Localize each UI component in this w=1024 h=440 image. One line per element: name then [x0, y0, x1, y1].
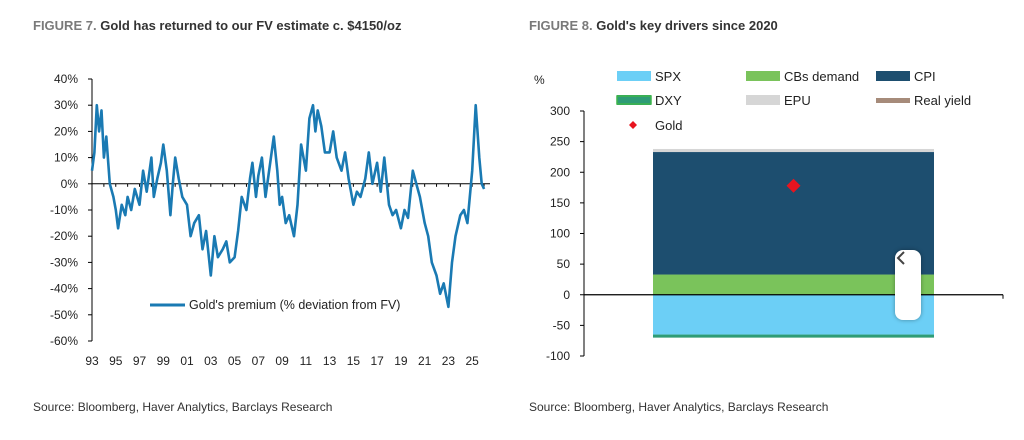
- figure-7-source: Source: Bloomberg, Haver Analytics, Barc…: [33, 400, 333, 414]
- figure-7-title: FIGURE 7. Gold has returned to our FV es…: [33, 18, 401, 33]
- y-axis-unit-label: %: [534, 73, 545, 87]
- x-tick-label: 11: [300, 354, 313, 368]
- gold-premium-line-chart: 40% 30% 20% 10% 0% -10% -20% -30% -40% -50% -60% 93…: [50, 72, 490, 368]
- x-tick-label: 21: [418, 354, 432, 368]
- x-tick-label: 09: [275, 354, 289, 368]
- legend-swatch-spx: [617, 71, 651, 81]
- y-tick-label: 40%: [54, 72, 78, 86]
- figure-8-number: FIGURE 8.: [529, 18, 593, 33]
- bar-segment-dxy: [653, 334, 934, 338]
- y-tick-label: 100: [550, 227, 570, 241]
- bar-segment-spx: [653, 294, 934, 335]
- y-tick-label: 300: [550, 104, 570, 118]
- x-tick-label: 97: [133, 354, 147, 368]
- y-tick-label: 150: [550, 196, 570, 210]
- y-tick-label: -30%: [50, 255, 78, 269]
- legend-label-cbs-demand: CBs demand: [784, 69, 859, 84]
- legend-swatch-real-yield: [876, 98, 910, 103]
- gold-marker: [786, 178, 801, 193]
- x-tick-label: 03: [204, 354, 218, 368]
- x-tick-label: 01: [180, 354, 194, 368]
- figure-7-number: FIGURE 7.: [33, 18, 97, 33]
- y-tick-label: -40%: [50, 282, 78, 296]
- y-tick-label: 0: [563, 288, 570, 302]
- y-tick-label: -50: [553, 318, 571, 332]
- x-tick-label: 17: [370, 354, 384, 368]
- legend-label-gold-premium: Gold's premium (% deviation from FV): [189, 298, 400, 312]
- y-tick-label: 20%: [54, 124, 78, 138]
- gold-drivers-bar-chart: % 300 250 200 150 100 50 0 -50 -100 SPX CBs demand C…: [534, 69, 1004, 363]
- x-tick-label: 13: [323, 354, 337, 368]
- x-tick-label: 93: [85, 354, 99, 368]
- x-tick-label: 95: [109, 354, 123, 368]
- legend-label-gold: Gold: [655, 118, 682, 133]
- y-tick-label: -60%: [50, 334, 78, 348]
- figure-8-source: Source: Bloomberg, Haver Analytics, Barc…: [529, 400, 829, 414]
- figure-7-title-text: Gold has returned to our FV estimate c. …: [100, 18, 402, 33]
- legend-swatch-cbs-demand: [746, 71, 780, 81]
- x-tick-label: 23: [442, 354, 456, 368]
- chevron-left-icon: [896, 251, 905, 265]
- x-tick-label: 25: [465, 354, 479, 368]
- x-tick-label: 19: [394, 354, 408, 368]
- x-tick-label: 15: [347, 354, 361, 368]
- legend-label-real-yield: Real yield: [914, 93, 971, 108]
- x-tick-label: 99: [157, 354, 171, 368]
- legend-swatch-dxy-border: [616, 95, 652, 105]
- legend-swatch-cpi: [876, 71, 910, 81]
- figure-8-title: FIGURE 8. Gold's key drivers since 2020: [529, 18, 778, 33]
- bar-segment-cbs-demand: [653, 274, 934, 295]
- legend-swatch-gold: [629, 121, 637, 129]
- y-tick-label: 200: [550, 165, 570, 179]
- y-tick-label: -100: [546, 349, 570, 363]
- legend-label-dxy: DXY: [655, 93, 682, 108]
- y-tick-label: -20%: [50, 229, 78, 243]
- legend-label-epu: EPU: [784, 93, 811, 108]
- y-tick-label: 10%: [54, 151, 78, 165]
- y-tick-label: 250: [550, 135, 570, 149]
- legend-label-spx: SPX: [655, 69, 681, 84]
- series-line-gold-premium: [90, 103, 486, 309]
- legend-swatch-epu: [746, 95, 780, 105]
- y-tick-label: 50: [557, 257, 571, 271]
- x-tick-label: 07: [252, 354, 266, 368]
- bar-segment-epu: [653, 148, 934, 153]
- bar-segment-cpi: [653, 152, 934, 275]
- y-tick-label: -10%: [50, 203, 78, 217]
- y-tick-label: -50%: [50, 308, 78, 322]
- x-tick-label: 05: [228, 354, 242, 368]
- legend-label-cpi: CPI: [914, 69, 936, 84]
- figure-8-title-text: Gold's key drivers since 2020: [596, 18, 778, 33]
- y-tick-label: 0%: [61, 177, 79, 191]
- y-tick-label: 30%: [54, 98, 78, 112]
- carousel-prev-button[interactable]: [895, 250, 921, 320]
